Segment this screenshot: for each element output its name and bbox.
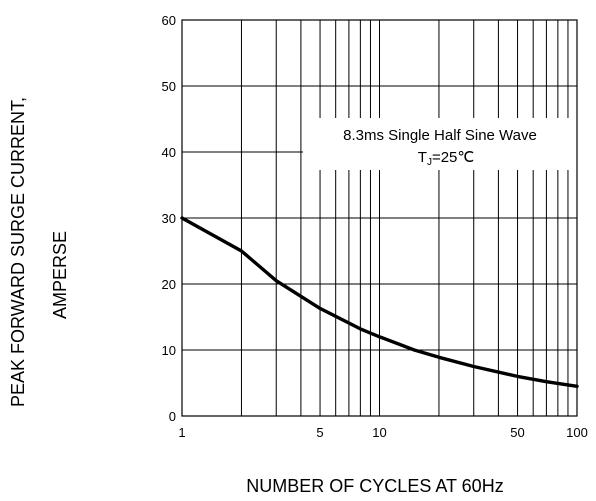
y-tick-labels: 0 10 20 30 40 50 60 [162,13,176,424]
x-tick-label: 10 [372,425,386,440]
x-axis-label: NUMBER OF CYCLES AT 60Hz [246,476,503,496]
annotation-line-1: 8.3ms Single Half Sine Wave [343,127,537,144]
x-tick-label: 5 [316,425,323,440]
y-tick-label: 40 [162,145,176,160]
series-line [180,216,579,388]
y-tick-label: 20 [162,277,176,292]
x-tick-label: 1 [178,425,185,440]
grid-layer [182,20,577,416]
y-axis-label-line-1: PEAK FORWARD SURGE CURRENT, [8,97,28,407]
y-tick-label: 0 [169,409,176,424]
y-tick-label: 10 [162,343,176,358]
y-tick-label: 30 [162,211,176,226]
annotation-line-2: TJ=25℃ [418,149,474,168]
annotation-tj-prefix: T [418,149,427,166]
annotation-tj-subscript: J [427,157,432,168]
annotation-background [303,118,577,170]
annotation-tj-suffix: =25℃ [432,149,474,166]
series-layer [180,216,579,388]
y-tick-label: 60 [162,13,176,28]
y-tick-label: 50 [162,79,176,94]
x-tick-labels: 1 5 10 50 100 [178,425,587,440]
x-tick-label: 100 [566,425,588,440]
y-axis-label-line-2: AMPERSE [50,231,70,319]
x-tick-label: 50 [510,425,524,440]
